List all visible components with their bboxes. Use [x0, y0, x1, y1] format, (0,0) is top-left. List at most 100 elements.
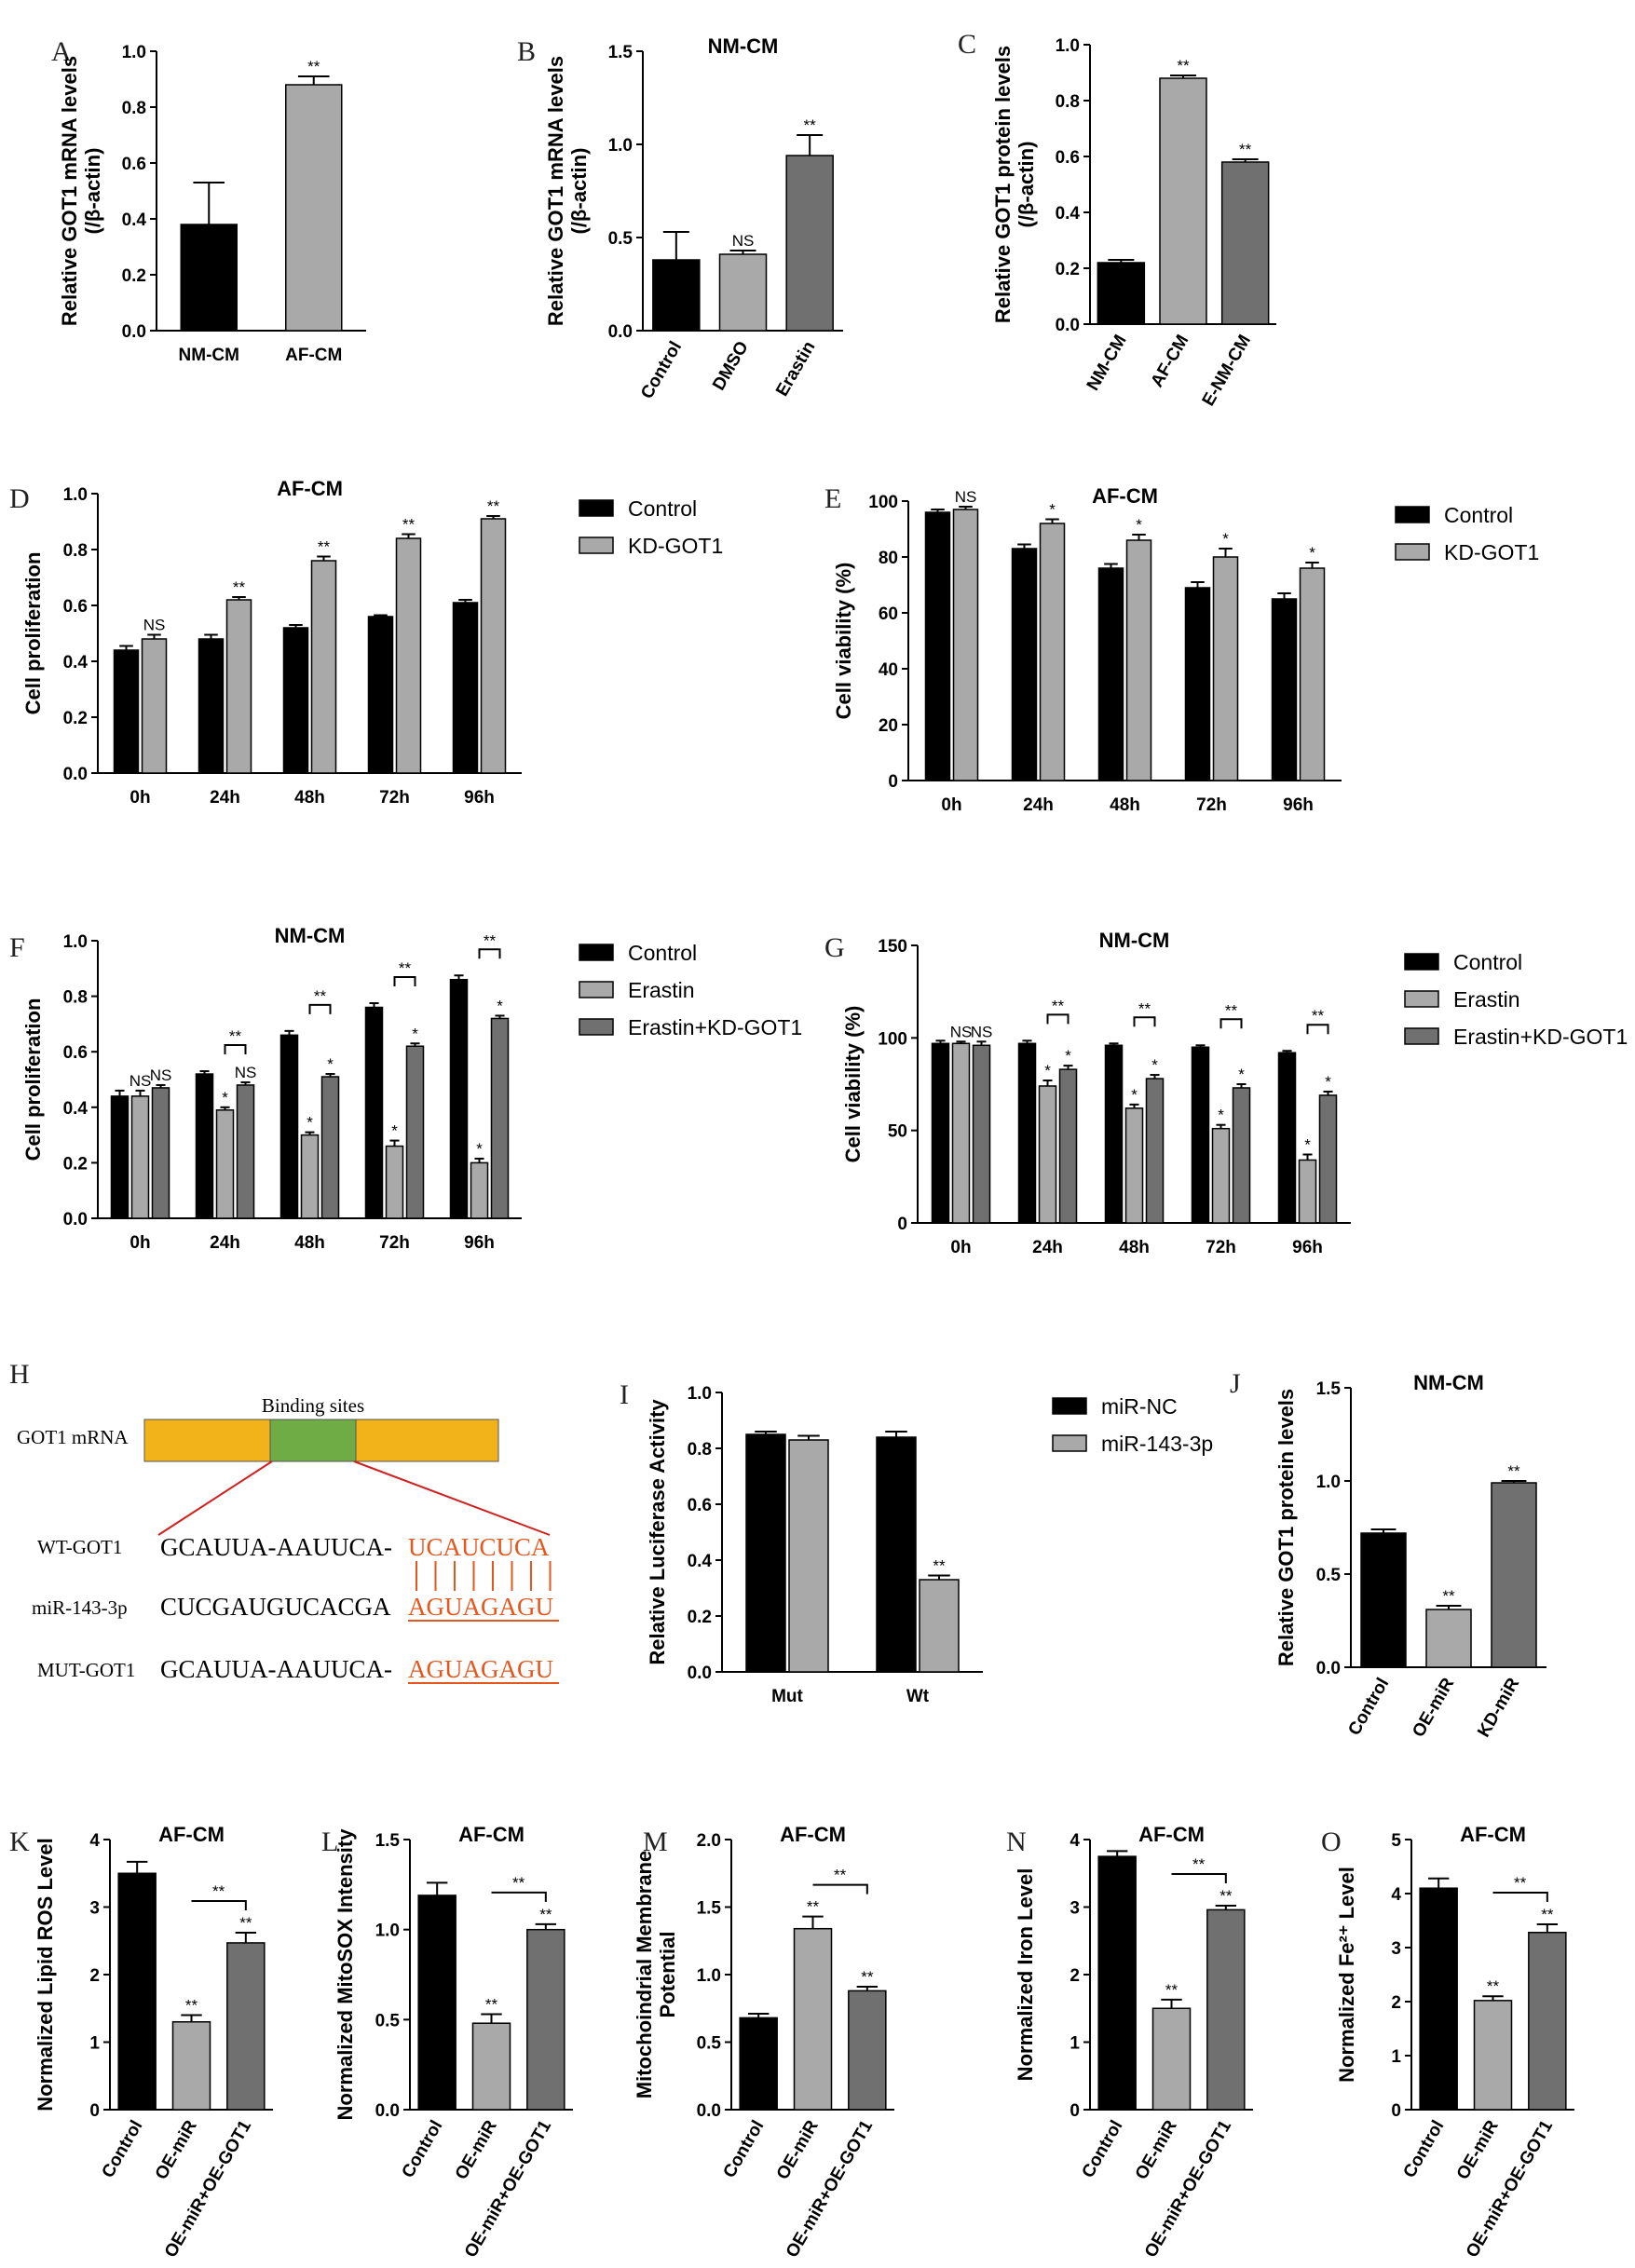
panel-a-chart: A 0.0 0.2 0.4 0.6 0.8 1.0 Relative GOT1 mRNA le…	[51, 36, 366, 365]
x-tick-label: 0h	[941, 795, 961, 815]
legend-label: Control	[1453, 950, 1522, 974]
x-tick-label: OE-miR	[773, 2117, 823, 2183]
y-tick-label: 5	[1391, 1831, 1401, 1851]
bar-f-2-1	[300, 1134, 320, 1219]
y-tick-label: 0.0	[1316, 1659, 1341, 1678]
y-tick-label: 1.0	[63, 485, 88, 505]
bar-e-3-0	[1184, 587, 1211, 781]
significance-mark: *	[1218, 1107, 1224, 1124]
bar-g-3-2	[1232, 1087, 1251, 1224]
bar-g-4-0	[1277, 1052, 1297, 1224]
x-tick-label: AF-CM	[285, 346, 342, 365]
y-tick-label: 4	[1391, 1885, 1401, 1905]
bar-e-0-1	[952, 509, 979, 781]
y-tick-label: 0.8	[688, 1440, 712, 1460]
panel-l-chart: L AF-CM 0.0 0.5 1.0 1.5 Normalized MitoSOX Int…	[321, 1823, 573, 2261]
comparison-bracket	[1219, 1018, 1243, 1029]
bar-d-2-0	[282, 627, 309, 774]
legend-swatch	[579, 1018, 614, 1036]
legend-swatch	[1395, 506, 1430, 523]
panel-j-chart: J NM-CM 0.0 0.5 1.0 1.5 Relative GOT1 protein …	[1230, 1368, 1546, 1741]
bar-k-2-0	[226, 1942, 266, 2111]
panel-m-chart: M AF-CM 0.0 0.5 1.0 1.5 2.0 Mitochoindrial Memb…	[633, 1823, 894, 2261]
y-tick-label: 0	[1391, 2101, 1401, 2121]
bracket-significance: **	[1225, 1001, 1238, 1019]
bar-j-2-0	[1491, 1482, 1537, 1668]
x-tick-label: E-NM-CM	[1199, 332, 1255, 410]
x-tick-label: 96h	[464, 1233, 495, 1253]
y-tick-label: 2	[1391, 1993, 1401, 2013]
bar-d-3-0	[367, 616, 394, 774]
x-tick-label: AF-CM	[1148, 332, 1193, 391]
y-axis-label-line: Mitochoindrial Membrane	[633, 1851, 656, 2098]
significance-mark: **	[1507, 1462, 1520, 1480]
panel-label-k: K	[9, 1827, 30, 1857]
bar-g-2-2	[1145, 1078, 1165, 1224]
significance-mark: **	[233, 578, 246, 596]
seq-highlight-mut: AGUAGAGU	[408, 1655, 553, 1683]
bar-b-1-0	[718, 253, 768, 332]
y-axis-label-line: (/β-actin)	[567, 148, 591, 235]
significance-mark: **	[1177, 57, 1190, 75]
x-tick-label: 48h	[294, 788, 325, 808]
bar-d-4-0	[452, 602, 479, 774]
y-axis-label-i: Relative Luciferase Activity	[646, 1399, 669, 1665]
x-tick-label: OE-miR	[1453, 2117, 1503, 2183]
x-tick-label: Control	[720, 2117, 769, 2181]
y-axis-label-line: Normalized MitoSOX Intensity	[334, 1828, 357, 2121]
panel-label-d: D	[9, 483, 30, 514]
bar-e-0-0	[924, 511, 951, 781]
legend-label: KD-GOT1	[1444, 540, 1539, 564]
legend-swatch	[579, 981, 614, 998]
gene-label: GOT1 mRNA	[17, 1426, 129, 1448]
significance-mark: *	[412, 1025, 418, 1042]
bar-e-4-1	[1299, 567, 1326, 781]
y-tick-label: 0.0	[697, 2101, 721, 2121]
y-tick-label: 3	[1391, 1939, 1401, 1959]
significance-mark: **	[807, 1898, 820, 1916]
y-tick-label: 1.5	[375, 1831, 401, 1851]
bar-f-2-0	[279, 1034, 299, 1219]
bar-d-1-0	[198, 638, 225, 774]
y-axis-label-f: Cell proliferation	[21, 998, 45, 1161]
bracket-significance: **	[1138, 999, 1151, 1017]
y-tick-label: 0.8	[122, 99, 146, 118]
significance-mark: *	[1304, 1135, 1311, 1153]
bar-a-1-0	[285, 84, 343, 332]
significance-mark: *	[1044, 1062, 1051, 1080]
significance-mark: NS	[235, 1064, 257, 1081]
bar-f-3-2	[405, 1045, 425, 1219]
x-tick-label: 96h	[1292, 1238, 1323, 1257]
y-axis-label-line: Relative GOT1 protein levels	[991, 46, 1015, 323]
y-tick-label: 0.8	[63, 541, 88, 561]
significance-mark: **	[1165, 1981, 1179, 1999]
bar-f-3-1	[385, 1145, 404, 1219]
x-tick-label: Control	[99, 2117, 147, 2181]
y-tick-label: 0.8	[1056, 92, 1080, 112]
significance-mark: **	[307, 58, 320, 75]
significance-mark: *	[1049, 501, 1056, 519]
y-tick-label: 2	[89, 1966, 100, 1986]
chart-title-g: NM-CM	[1099, 929, 1170, 952]
panel-b-chart: B NM-CM 0.0 0.5 1.0 1.5 Relative GOT1 mRNA lev…	[517, 34, 843, 402]
panel-label-l: L	[321, 1827, 338, 1857]
bar-d-0-0	[113, 649, 140, 774]
panel-label-g: G	[824, 932, 845, 963]
y-axis-label-line: Normalized Iron Level	[1014, 1868, 1037, 2082]
x-tick-label: 24h	[210, 788, 240, 808]
x-tick-label: 24h	[1023, 795, 1054, 815]
y-axis-label-b: Relative GOT1 mRNA levels(/β-actin)	[544, 56, 591, 326]
bar-e-1-1	[1039, 523, 1066, 781]
bar-f-0-2	[151, 1087, 170, 1219]
legend-label: Control	[628, 496, 697, 521]
x-tick-label: NM-CM	[1083, 332, 1131, 394]
legend-swatch	[1052, 1434, 1087, 1452]
y-tick-label: 0.0	[122, 322, 146, 342]
significance-mark: *	[327, 1055, 334, 1073]
y-axis-label-line: Relative GOT1 mRNA levels	[58, 56, 81, 326]
x-tick-label: 0h	[129, 788, 150, 808]
significance-mark: **	[1487, 1977, 1500, 1995]
seq-prefix-wt: GCAUUA-AAUUCA-	[160, 1533, 392, 1561]
y-axis-label-k: Normalized Lipid ROS Level	[34, 1838, 57, 2111]
y-tick-label: 0.6	[63, 597, 88, 617]
